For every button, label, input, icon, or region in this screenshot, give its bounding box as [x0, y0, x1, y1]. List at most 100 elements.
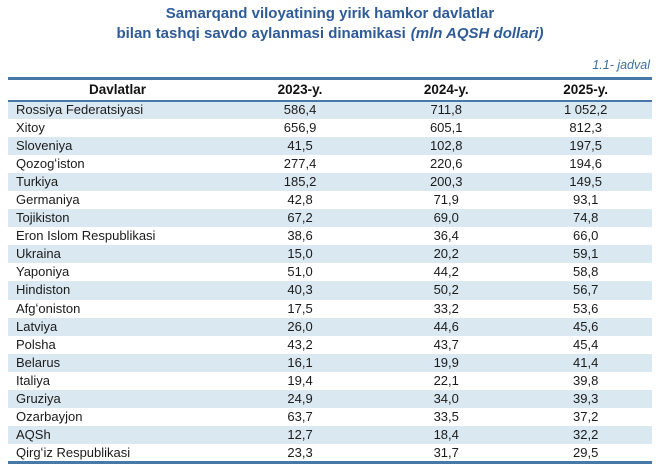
value-cell: 12,7 [287, 427, 313, 443]
value-cell: 59,1 [573, 246, 599, 262]
value-cell: 812,3 [569, 119, 602, 135]
country-cell: Ukraina [16, 246, 61, 262]
column-header-2023: 2023-y. [226, 78, 374, 102]
value-cell: 149,5 [569, 173, 602, 189]
value-cell: 42,8 [287, 192, 313, 208]
table-row: Xitoy 656,9 605,1 812,3 [8, 118, 652, 137]
value-cell: 44,6 [433, 318, 459, 334]
value-cell: 194,6 [569, 155, 602, 171]
value-cell: 39,3 [573, 391, 599, 407]
value-cell: 40,3 [287, 282, 313, 298]
title-line-2: bilan tashqi savdo aylanmasi dinamikasi(… [0, 24, 660, 44]
country-cell: Rossiya Federatsiyasi [16, 102, 144, 118]
value-cell: 36,4 [433, 228, 459, 244]
value-cell: 586,4 [283, 102, 317, 118]
value-cell: 277,4 [283, 155, 317, 171]
value-cell: 220,6 [429, 155, 463, 171]
value-cell: 93,1 [573, 192, 599, 208]
table-row: Sloveniya 41,5 102,8 197,5 [8, 136, 652, 155]
value-cell: 69,0 [433, 210, 459, 226]
table-row: Yaponiya 51,0 44,2 58,8 [8, 263, 652, 282]
value-cell: 22,1 [433, 372, 459, 388]
table-row: Polsha 43,2 43,7 45,4 [8, 335, 652, 354]
value-cell: 33,2 [433, 300, 459, 316]
table-row: Italiya 19,4 22,1 39,8 [8, 371, 652, 390]
country-cell: Gruziya [16, 391, 61, 407]
value-cell: 17,5 [287, 300, 313, 316]
table-row: Belarus 16,1 19,9 41,4 [8, 353, 652, 372]
value-cell: 37,2 [573, 409, 599, 425]
table-row: Ukraina 15,0 20,2 59,1 [8, 245, 652, 264]
table-row: Afgʻoniston 17,5 33,2 53,6 [8, 299, 652, 318]
table-row: Hindiston 40,3 50,2 56,7 [8, 281, 652, 300]
table-row: Tojikiston 67,2 69,0 74,8 [8, 209, 652, 228]
value-cell: 26,0 [287, 318, 313, 334]
trade-turnover-table: Davlatlar 2023-y. 2024-y. 2025-y. Rossiy… [8, 77, 652, 464]
value-cell: 102,8 [429, 137, 463, 153]
value-cell: 197,5 [569, 137, 602, 153]
country-cell: Qirgʻiz Respublikasi [16, 444, 131, 460]
value-cell: 33,5 [433, 409, 459, 425]
value-cell: 31,7 [433, 444, 459, 460]
country-cell: Qozogʻiston [16, 155, 85, 171]
country-cell: Tojikiston [16, 210, 70, 226]
country-cell: Polsha [16, 336, 56, 352]
country-cell: Hindiston [16, 282, 71, 298]
value-cell: 39,8 [573, 372, 599, 388]
value-cell: 43,7 [433, 336, 459, 352]
value-cell: 19,4 [287, 372, 313, 388]
table-row: Eron Islom Respublikasi 38,6 36,4 66,0 [8, 227, 652, 246]
country-cell: Germaniya [16, 192, 80, 208]
value-cell: 43,2 [287, 336, 313, 352]
table-row: Gruziya 24,9 34,0 39,3 [8, 390, 652, 409]
table-row: Ozarbayjon 63,7 33,5 37,2 [8, 408, 652, 427]
title-units-note: (mln AQSH dollari) [410, 25, 544, 42]
value-cell: 45,6 [573, 318, 599, 334]
country-cell: Sloveniya [16, 137, 73, 153]
table-row: Qozogʻiston 277,4 220,6 194,6 [8, 154, 652, 173]
table-body: Rossiya Federatsiyasi 586,4 711,8 1 052,2 Xi… [8, 100, 652, 463]
value-cell: 1 052,2 [563, 102, 608, 118]
value-cell: 38,6 [287, 228, 313, 244]
country-cell: Ozarbayjon [16, 409, 83, 425]
value-cell: 63,7 [287, 409, 313, 425]
value-cell: 74,8 [573, 210, 599, 226]
value-cell: 45,4 [573, 336, 599, 352]
country-cell: Eron Islom Respublikasi [16, 228, 156, 244]
table-row: Qirgʻiz Respublikasi 23,3 31,7 29,5 [8, 444, 652, 463]
value-cell: 66,0 [573, 228, 599, 244]
value-cell: 58,8 [573, 264, 599, 280]
table-row: Rossiya Federatsiyasi 586,4 711,8 1 052,2 [8, 100, 652, 119]
table-row: Latviya 26,0 44,6 45,6 [8, 317, 652, 336]
value-cell: 605,1 [429, 119, 463, 135]
value-cell: 23,3 [287, 444, 313, 460]
value-cell: 24,9 [287, 391, 313, 407]
table-number-label: 1.1- jadval [592, 58, 650, 72]
column-header-countries: Davlatlar [8, 78, 227, 102]
title-line-2-text: bilan tashqi savdo aylanmasi dinamikasi [116, 25, 406, 42]
country-cell: Latviya [16, 318, 58, 334]
column-header-2025: 2025-y. [519, 78, 652, 102]
value-cell: 51,0 [287, 264, 313, 280]
table-row: Germaniya 42,8 71,9 93,1 [8, 190, 652, 210]
country-cell: Turkiya [16, 173, 59, 189]
country-cell: Italiya [16, 372, 50, 388]
value-cell: 34,0 [433, 391, 459, 407]
value-cell: 71,9 [433, 192, 459, 208]
country-cell: Belarus [16, 354, 61, 370]
value-cell: 41,4 [573, 354, 599, 370]
table-row: Turkiya 185,2 200,3 149,5 [8, 172, 652, 191]
country-cell: Xitoy [16, 119, 45, 135]
value-cell: 32,2 [573, 427, 599, 443]
title-line-1: Samarqand viloyatining yirik hamkor davl… [165, 5, 495, 22]
value-cell: 56,7 [573, 282, 599, 298]
table-label-row: 1.1- jadval [0, 44, 660, 77]
page-title: Samarqand viloyatining yirik hamkor davl… [0, 0, 660, 44]
value-cell: 29,5 [573, 444, 599, 460]
value-cell: 18,4 [433, 427, 459, 443]
value-cell: 50,2 [433, 282, 459, 298]
country-cell: Yaponiya [16, 264, 70, 280]
table-row: AQSh 12,7 18,4 32,2 [8, 426, 652, 445]
value-cell: 53,6 [573, 300, 599, 316]
